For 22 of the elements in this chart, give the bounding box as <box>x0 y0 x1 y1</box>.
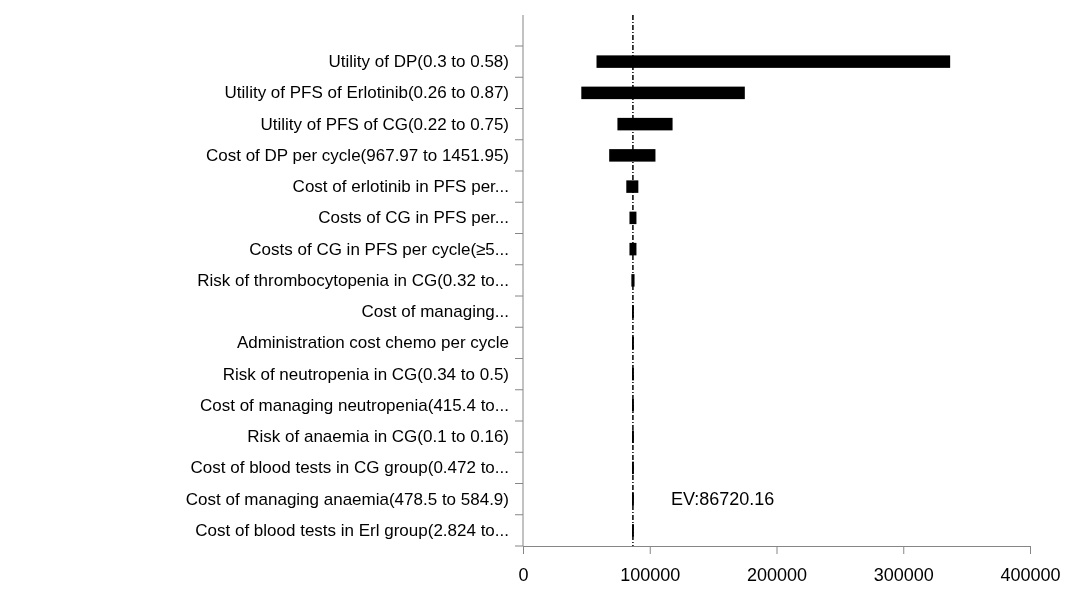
x-tick-label: 200000 <box>746 564 808 585</box>
y-tick-label: Cost of erlotinib in PFS per... <box>292 177 509 197</box>
y-tick-label: Risk of neutropenia in CG(0.34 to 0.5) <box>222 364 509 384</box>
y-tick-label: Costs of CG in PFS per cycle(≥5... <box>249 239 509 259</box>
y-tick-label: Cost of DP per cycle(967.97 to 1451.95) <box>205 145 509 165</box>
y-tick-label: Utility of PFS of Erlotinib(0.26 to 0.87) <box>224 83 509 103</box>
y-tick-label: Utility of DP(0.3 to 0.58) <box>328 52 509 72</box>
y-tick-label: Risk of thrombocytopenia in CG(0.32 to... <box>197 270 509 290</box>
y-tick-label: Cost of blood tests in CG group(0.472 to... <box>190 458 509 478</box>
x-tick-label: 300000 <box>873 564 934 585</box>
y-tick-label: Cost of blood tests in Erl group(2.824 to... <box>195 520 509 540</box>
ref-line-label: EV:86720.16 <box>670 489 775 510</box>
y-tick-label: Cost of managing... <box>361 302 509 322</box>
y-tick-label: Utility of PFS of CG(0.22 to 0.75) <box>260 114 509 134</box>
y-tick-label: Cost of managing anaemia(478.5 to 584.9) <box>185 489 509 509</box>
y-tick-label: Administration cost chemo per cycle <box>236 333 509 353</box>
x-tick-label: 100000 <box>620 564 681 585</box>
x-tick-label: 400000 <box>1000 564 1061 585</box>
y-tick-label: Cost of managing neutropenia(415.4 to... <box>199 395 509 415</box>
y-tick-label: Costs of CG in PFS per... <box>318 208 509 228</box>
x-tick-label: 0 <box>518 564 529 585</box>
y-tick-label: Risk of anaemia in CG(0.1 to 0.16) <box>247 427 509 447</box>
